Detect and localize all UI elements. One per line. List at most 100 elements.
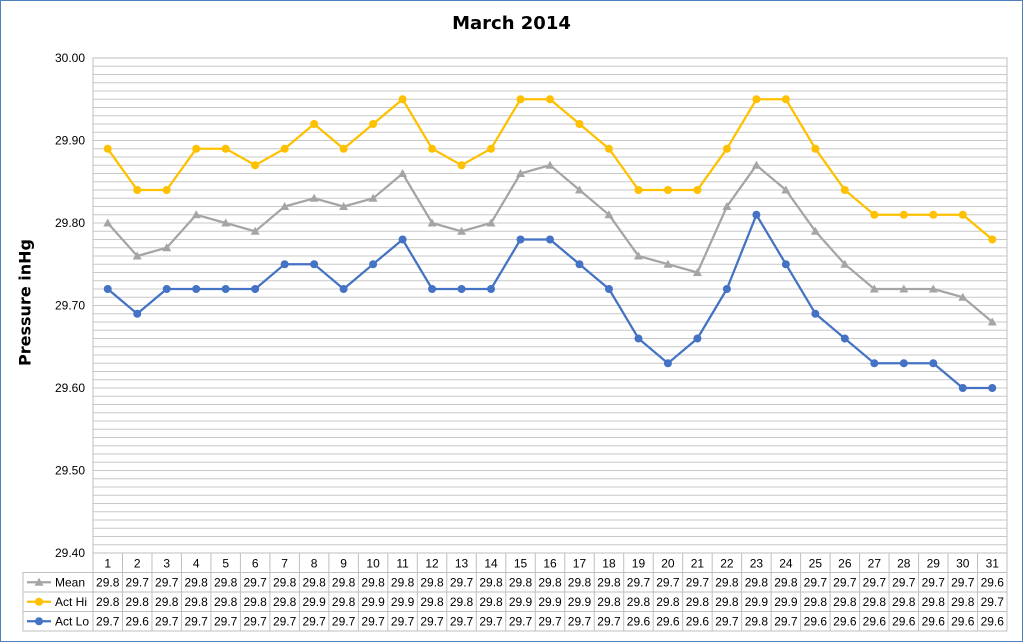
y-tick-label: 29.60 bbox=[55, 381, 85, 395]
data-point-marker bbox=[899, 359, 908, 368]
y-tick-label: 29.40 bbox=[55, 546, 85, 560]
data-point-marker bbox=[722, 202, 732, 210]
data-point-marker bbox=[280, 144, 289, 153]
data-point-marker bbox=[604, 210, 614, 219]
data-point-marker bbox=[162, 243, 172, 252]
x-tick-label: 29 bbox=[927, 557, 941, 571]
data-point-marker bbox=[752, 210, 761, 219]
data-table-cell: 29.7 bbox=[155, 614, 179, 628]
data-point-marker bbox=[280, 202, 290, 210]
data-table-cell: 29.8 bbox=[273, 575, 297, 589]
y-tick-label: 29.80 bbox=[55, 216, 85, 230]
data-table-cell: 29.7 bbox=[892, 575, 916, 589]
data-point-marker bbox=[574, 185, 584, 194]
data-point-marker bbox=[546, 95, 554, 104]
data-table-cell: 29.8 bbox=[361, 575, 385, 589]
data-table-cell: 29.7 bbox=[450, 575, 474, 589]
data-point-marker bbox=[722, 285, 731, 293]
data-table-cell: 29.9 bbox=[509, 595, 533, 609]
data-point-marker bbox=[368, 193, 378, 202]
data-table-cell: 29.6 bbox=[981, 614, 1005, 628]
data-table-cell: 29.8 bbox=[96, 575, 120, 589]
data-point-marker bbox=[486, 218, 496, 227]
data-point-marker bbox=[339, 202, 349, 210]
data-table-cell: 29.8 bbox=[568, 575, 592, 589]
data-point-marker bbox=[133, 186, 142, 194]
data-table-cell: 29.8 bbox=[745, 614, 769, 628]
data-table-cell: 29.7 bbox=[863, 575, 887, 589]
data-table-cell: 29.6 bbox=[951, 614, 975, 628]
data-point-marker bbox=[487, 285, 496, 293]
data-table-cell: 29.8 bbox=[185, 595, 209, 609]
x-tick-label: 5 bbox=[222, 557, 229, 571]
data-table-cell: 29.7 bbox=[185, 614, 209, 628]
data-table-cell: 29.7 bbox=[243, 614, 267, 628]
data-table-cell: 29.6 bbox=[656, 614, 680, 628]
data-table-cell: 29.9 bbox=[774, 595, 798, 609]
x-tick-label: 11 bbox=[396, 557, 409, 571]
data-table-cell: 29.8 bbox=[155, 595, 179, 609]
x-tick-label: 9 bbox=[340, 557, 347, 571]
x-tick-label: 3 bbox=[163, 557, 170, 571]
data-point-marker bbox=[250, 226, 260, 235]
data-table-cell: 29.7 bbox=[833, 575, 857, 589]
data-table-cell: 29.7 bbox=[450, 614, 474, 628]
data-table-cell: 29.8 bbox=[804, 595, 828, 609]
x-tick-label: 2 bbox=[134, 557, 141, 571]
data-point-marker bbox=[309, 193, 319, 202]
x-tick-label: 1 bbox=[104, 557, 111, 571]
data-point-marker bbox=[870, 359, 879, 368]
data-table-cell: 29.8 bbox=[185, 575, 209, 589]
data-table-cell: 29.7 bbox=[774, 614, 798, 628]
data-point-marker bbox=[369, 260, 378, 269]
data-point-marker bbox=[987, 317, 997, 326]
data-table-cell: 29.7 bbox=[922, 575, 946, 589]
data-table-cell: 29.8 bbox=[479, 595, 503, 609]
data-point-marker bbox=[192, 144, 201, 153]
data-point-marker bbox=[398, 95, 407, 104]
data-table-cell: 29.8 bbox=[833, 595, 857, 609]
data-point-marker bbox=[428, 144, 437, 153]
data-point-marker bbox=[516, 169, 526, 177]
data-table-cell: 29.8 bbox=[656, 595, 680, 609]
chart-title: March 2014 bbox=[452, 13, 571, 34]
data-point-marker bbox=[722, 144, 731, 153]
data-point-marker bbox=[899, 210, 908, 219]
x-tick-label: 6 bbox=[252, 557, 259, 571]
data-point-marker bbox=[869, 284, 879, 293]
data-point-marker bbox=[133, 309, 142, 318]
data-table-cell: 29.8 bbox=[715, 575, 739, 589]
data-point-marker bbox=[663, 359, 672, 368]
data-table-cell: 29.7 bbox=[951, 575, 975, 589]
data-point-marker bbox=[575, 260, 584, 269]
data-table-cell: 29.7 bbox=[804, 575, 828, 589]
data-table-cell: 29.8 bbox=[863, 595, 887, 609]
data-table-cell: 29.8 bbox=[450, 595, 474, 609]
data-point-marker bbox=[958, 210, 967, 219]
data-table-cell: 29.8 bbox=[420, 595, 444, 609]
data-point-marker bbox=[663, 259, 673, 268]
data-table-cell: 29.8 bbox=[745, 575, 769, 589]
data-point-marker bbox=[692, 268, 702, 276]
data-table-cell: 29.8 bbox=[96, 595, 120, 609]
data-table-cell: 29.8 bbox=[627, 595, 651, 609]
legend-series-name: Mean bbox=[55, 575, 85, 589]
data-table-cell: 29.7 bbox=[243, 575, 267, 589]
data-point-marker bbox=[545, 160, 555, 169]
data-table-cell: 29.6 bbox=[863, 614, 887, 628]
x-tick-label: 27 bbox=[868, 557, 882, 571]
data-table-cell: 29.7 bbox=[509, 614, 533, 628]
data-point-marker bbox=[988, 235, 997, 244]
data-table-cell: 29.8 bbox=[774, 575, 798, 589]
data-point-marker bbox=[103, 144, 112, 153]
data-point-marker bbox=[663, 186, 672, 194]
x-tick-label: 26 bbox=[838, 557, 852, 571]
data-table-cell: 29.7 bbox=[686, 575, 710, 589]
data-table-cell: 29.7 bbox=[981, 595, 1005, 609]
data-table-cell: 29.8 bbox=[214, 575, 238, 589]
data-table-cell: 29.7 bbox=[391, 614, 415, 628]
y-tick-label: 30.00 bbox=[55, 51, 85, 65]
data-point-marker bbox=[369, 120, 378, 128]
x-tick-label: 20 bbox=[661, 557, 675, 571]
data-point-marker bbox=[516, 95, 525, 104]
